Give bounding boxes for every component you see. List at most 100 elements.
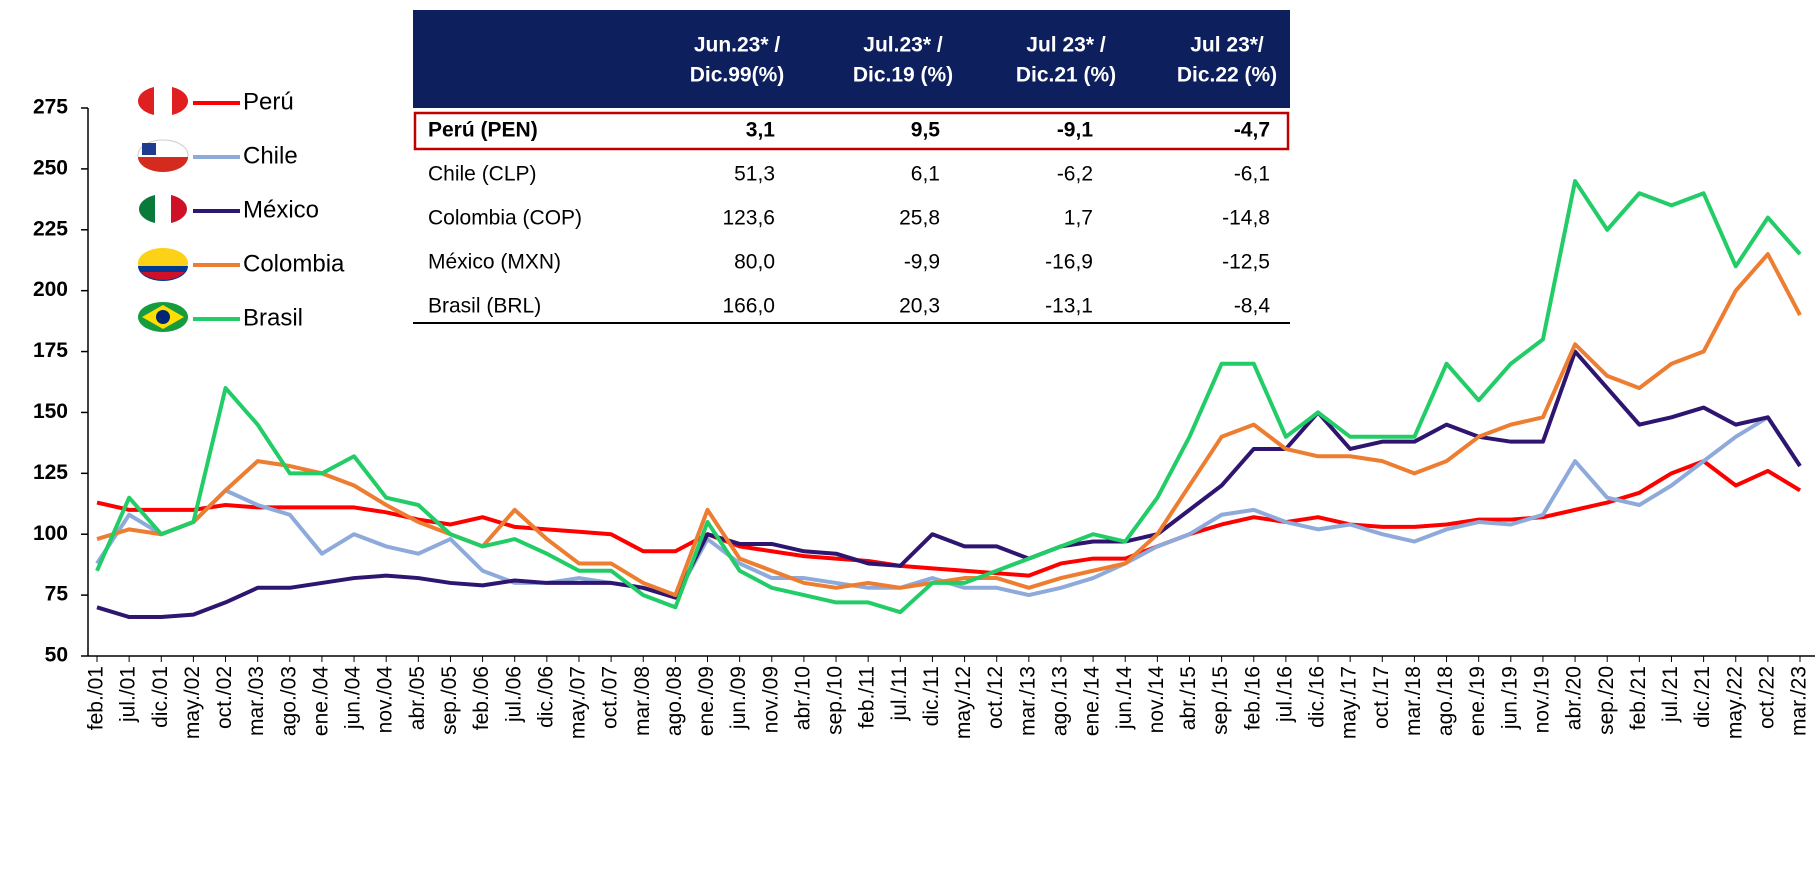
table-cell: -6,2 bbox=[1057, 163, 1093, 186]
x-tick-label: may./02 bbox=[181, 666, 204, 739]
x-tick-label: oct./02 bbox=[213, 666, 236, 729]
x-tick-label: jul./06 bbox=[502, 666, 525, 723]
table-cell: -4,7 bbox=[1234, 119, 1270, 142]
y-tick-label: 200 bbox=[33, 278, 68, 301]
x-tick-label: oct./12 bbox=[984, 666, 1007, 729]
table-highlight bbox=[413, 111, 1290, 151]
x-tick-label: ene./14 bbox=[1081, 666, 1104, 736]
x-tick-label: ago./13 bbox=[1049, 666, 1072, 736]
table-cell: -16,9 bbox=[1045, 251, 1093, 274]
x-tick-label: abr./20 bbox=[1563, 666, 1586, 730]
series-line bbox=[96, 349, 1802, 620]
x-tick-label: dic./01 bbox=[149, 666, 172, 728]
x-tick-label: ene./09 bbox=[695, 666, 718, 736]
series-line bbox=[96, 459, 1802, 578]
table-cell: 6,1 bbox=[911, 163, 940, 186]
table-column-header: Dic.99(%) bbox=[690, 64, 785, 87]
table-column-header: Dic.21 (%) bbox=[1016, 64, 1116, 87]
x-tick-label: jul./21 bbox=[1659, 666, 1682, 723]
table-row-label: Chile (CLP) bbox=[428, 163, 537, 186]
y-tick-label: 150 bbox=[33, 400, 68, 423]
x-tick-label: sep./20 bbox=[1595, 666, 1618, 735]
x-tick-label: may./07 bbox=[567, 666, 590, 739]
table-row-label: Colombia (COP) bbox=[428, 207, 582, 230]
x-tick-label: jun./04 bbox=[342, 666, 365, 730]
table-cell: 166,0 bbox=[722, 295, 775, 318]
x-tick-label: feb./06 bbox=[470, 666, 493, 730]
x-tick-label: nov./19 bbox=[1530, 666, 1553, 733]
x-tick-label: ene./04 bbox=[309, 666, 332, 736]
x-tick-label: may./22 bbox=[1723, 666, 1746, 739]
x-tick-label: feb./01 bbox=[85, 666, 108, 730]
table-cell: 9,5 bbox=[911, 119, 941, 142]
x-tick-label: oct./17 bbox=[1370, 666, 1393, 729]
x-tick-label: jun./19 bbox=[1498, 666, 1521, 730]
series-line bbox=[96, 252, 1802, 598]
x-tick-label: dic./06 bbox=[534, 666, 557, 728]
x-tick-label: jul./16 bbox=[1273, 666, 1296, 723]
x-tick-label: nov./09 bbox=[759, 666, 782, 733]
x-tick-label: mar./18 bbox=[1402, 666, 1425, 736]
y-tick-label: 125 bbox=[33, 461, 68, 484]
table-column-header: Jun.23* / bbox=[694, 34, 781, 57]
table-column-header: Dic.19 (%) bbox=[853, 64, 953, 87]
table-cell: -12,5 bbox=[1222, 251, 1270, 274]
x-tick-label: ene./19 bbox=[1466, 666, 1489, 736]
y-tick-label: 100 bbox=[33, 522, 68, 545]
table-row-label: México (MXN) bbox=[428, 251, 561, 274]
x-tick-label: nov./14 bbox=[1145, 666, 1168, 734]
table-cell: 123,6 bbox=[722, 207, 775, 230]
legend-label: Chile bbox=[243, 142, 298, 169]
x-tick-label: jun./14 bbox=[1113, 666, 1136, 730]
table-column-header: Jul 23* / bbox=[1026, 34, 1106, 57]
table-cell: 51,3 bbox=[734, 163, 775, 186]
table-cell: -9,1 bbox=[1057, 119, 1094, 142]
table-cell: 1,7 bbox=[1064, 207, 1093, 230]
table-row-label: Brasil (BRL) bbox=[428, 295, 541, 318]
x-tick-label: oct./22 bbox=[1755, 666, 1778, 729]
x-tick-label: mar./08 bbox=[631, 666, 654, 736]
legend-label: Brasil bbox=[243, 304, 303, 331]
y-tick-label: 275 bbox=[33, 96, 68, 119]
x-tick-label: jun./09 bbox=[727, 666, 750, 730]
x-tick-label: ago./03 bbox=[277, 666, 300, 736]
x-tick-label: abr./05 bbox=[406, 666, 429, 730]
x-tick-label: jul./01 bbox=[117, 666, 140, 723]
x-tick-label: sep./15 bbox=[1209, 666, 1232, 735]
legend-flags bbox=[137, 86, 189, 332]
x-tick-label: feb./16 bbox=[1241, 666, 1264, 730]
y-tick-label: 50 bbox=[45, 644, 68, 667]
table-cell: -9,9 bbox=[904, 251, 940, 274]
x-tick-label: nov./04 bbox=[374, 666, 397, 734]
x-tick-label: jul./11 bbox=[888, 666, 911, 721]
series-line bbox=[95, 179, 1802, 615]
table-cell: 80,0 bbox=[734, 251, 775, 274]
table-cell: 20,3 bbox=[899, 295, 940, 318]
legend-label: Perú bbox=[243, 88, 294, 115]
x-tick-label: feb./21 bbox=[1627, 666, 1650, 730]
x-tick-label: feb./11 bbox=[856, 666, 879, 729]
table-cell: -13,1 bbox=[1045, 295, 1093, 318]
x-tick-label: dic./16 bbox=[1306, 666, 1329, 728]
table-cell: -14,8 bbox=[1222, 207, 1270, 230]
x-tick-label: ago./08 bbox=[663, 666, 686, 736]
y-tick-label: 225 bbox=[33, 217, 68, 240]
table-cell: -8,4 bbox=[1234, 295, 1271, 318]
table-cell: -6,1 bbox=[1234, 163, 1270, 186]
y-tick-label: 75 bbox=[45, 583, 69, 606]
legend-label: Colombia bbox=[243, 250, 345, 277]
x-tick-label: mar./23 bbox=[1788, 666, 1811, 736]
x-tick-label: abr./10 bbox=[791, 666, 814, 730]
table-column-header: Jul 23*/ bbox=[1190, 34, 1264, 57]
table-cell: 25,8 bbox=[899, 207, 940, 230]
table-column-header: Dic.22 (%) bbox=[1177, 64, 1277, 87]
x-tick-label: mar./13 bbox=[1016, 666, 1039, 736]
table-column-header: Jul.23* / bbox=[863, 34, 943, 57]
x-tick-label: oct./07 bbox=[599, 666, 622, 729]
x-tick-label: may./12 bbox=[952, 666, 975, 739]
x-tick-label: sep./10 bbox=[824, 666, 847, 735]
x-tick-label: mar./03 bbox=[245, 666, 268, 736]
table-row-label: Perú (PEN) bbox=[428, 119, 538, 142]
y-tick-label: 250 bbox=[33, 156, 68, 179]
